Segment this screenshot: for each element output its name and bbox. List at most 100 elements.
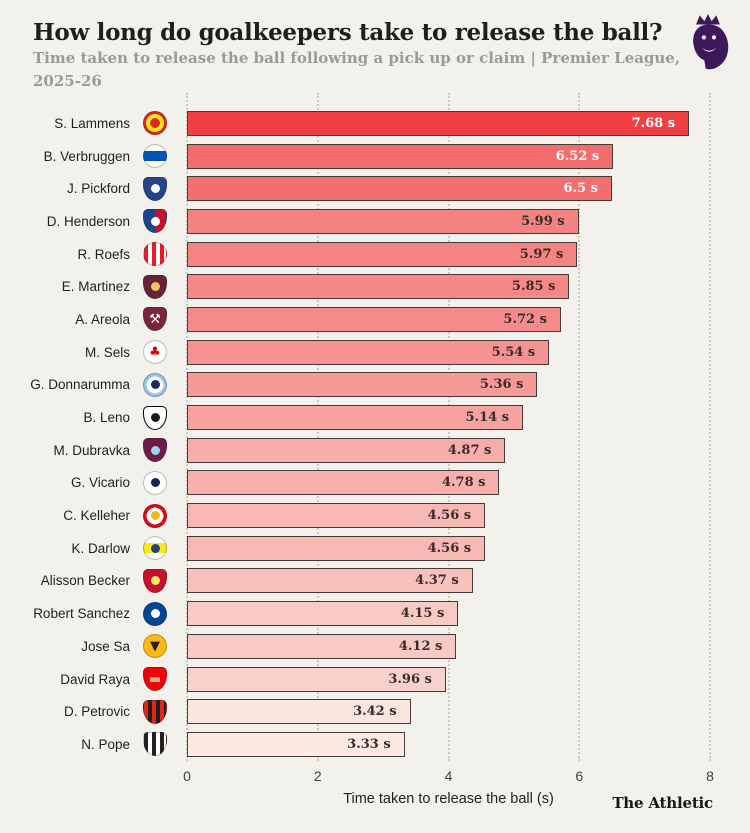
row-e-martinez: E. Martinez 5.85 s — [0, 270, 710, 303]
row-david-raya: David Raya ▬ 3.96 s — [0, 663, 710, 696]
bar-track: 4.56 s — [187, 503, 710, 529]
player-name-label: M. Sels — [84, 344, 130, 360]
player-name-label: B. Verbruggen — [43, 148, 130, 164]
everton-crest-icon — [143, 176, 167, 201]
wolverhampton-wanderers-crest-icon: ▼ — [143, 634, 167, 659]
value-bar: 3.96 s — [187, 666, 446, 692]
row-robert-sanchez: Robert Sanchez 4.15 s — [0, 597, 710, 630]
fulham-crest-icon — [143, 405, 167, 430]
crest-emblem-icon: ▬ — [148, 671, 162, 687]
west-ham-united-crest-icon: ⚒ — [143, 307, 167, 332]
row-n-pope: N. Pope 3.33 s — [0, 728, 710, 761]
x-tick-2: 2 — [313, 767, 322, 784]
player-name-label: K. Darlow — [71, 540, 130, 556]
bar-track: 4.56 s — [187, 535, 710, 561]
player-name-label: B. Leno — [83, 410, 130, 426]
bar-track: 4.12 s — [187, 633, 710, 659]
value-label: 3.33 s — [347, 736, 391, 752]
bar-track: 7.68 s — [187, 110, 710, 136]
value-bar: 5.36 s — [187, 372, 538, 398]
bar-track: 4.87 s — [187, 437, 710, 463]
value-bar: 3.33 s — [187, 731, 405, 757]
value-bar: 5.85 s — [187, 274, 570, 300]
player-name-label: M. Dubravka — [53, 442, 130, 458]
row-b-leno: B. Leno 5.14 s — [0, 401, 710, 434]
crest-emblem-icon — [150, 445, 160, 455]
value-label: 4.78 s — [441, 475, 486, 491]
value-bar: 5.97 s — [187, 241, 578, 267]
sunderland-crest-icon — [143, 242, 167, 267]
row-m-dubravka: M. Dubravka 4.87 s — [0, 434, 710, 467]
row-jose-sa: Jose Sa ▼ 4.12 s — [0, 630, 710, 663]
bar-track: 4.37 s — [187, 568, 710, 594]
row-s-lammens: S. Lammens 7.68 s — [0, 107, 710, 140]
crest-emblem-icon: ⚒ — [149, 311, 161, 327]
value-label: 5.54 s — [491, 344, 536, 360]
newcastle-united-crest-icon — [143, 732, 167, 757]
row-d-henderson: D. Henderson 5.99 s — [0, 205, 710, 238]
value-label: 4.37 s — [415, 573, 459, 589]
player-name-label: D. Petrovic — [63, 704, 130, 720]
crest-emblem-icon — [150, 478, 160, 488]
source-credit: The Athletic — [612, 794, 713, 812]
value-label: 5.14 s — [465, 410, 510, 426]
row-r-roefs: R. Roefs 5.97 s — [0, 238, 710, 271]
page-subtitle: Time taken to release the ball following… — [33, 49, 681, 90]
bar-track: 6.5 s — [187, 176, 710, 202]
x-tick-0: 0 — [183, 767, 191, 784]
value-label: 4.56 s — [427, 508, 472, 524]
x-tick-6: 6 — [575, 767, 584, 784]
brighton-hove-albion-crest-icon — [143, 144, 167, 169]
crest-emblem-icon — [150, 184, 160, 194]
crest-emblem-icon — [150, 609, 160, 619]
bar-track: 5.85 s — [187, 274, 710, 300]
crest-emblem-icon: ▼ — [150, 638, 160, 654]
value-bar: 6.52 s — [187, 143, 614, 169]
afc-bournemouth-crest-icon — [143, 699, 167, 724]
value-bar: 5.99 s — [187, 208, 579, 234]
crest-emblem-icon — [150, 216, 160, 226]
bar-track: 4.78 s — [187, 470, 710, 496]
player-name-label: E. Martinez — [61, 279, 130, 295]
player-name-label: Robert Sanchez — [33, 606, 130, 622]
row-alisson-becker: Alisson Becker 4.37 s — [0, 565, 710, 598]
manchester-city-crest-icon — [143, 372, 167, 397]
row-a-areola: A. Areola ⚒ 5.72 s — [0, 303, 710, 336]
player-name-label: J. Pickford — [66, 181, 130, 197]
crystal-palace-crest-icon — [143, 209, 167, 234]
row-g-vicario: G. Vicario 4.78 s — [0, 467, 710, 500]
tottenham-hotspur-crest-icon — [143, 470, 167, 495]
crest-emblem-icon — [150, 576, 160, 586]
crest-emblem-icon — [150, 380, 160, 390]
bar-track: 5.14 s — [187, 405, 710, 431]
bar-track: 5.99 s — [187, 208, 710, 234]
value-bar: 4.15 s — [187, 601, 459, 627]
value-bar: 7.68 s — [187, 110, 690, 136]
value-bar: 4.56 s — [187, 503, 486, 529]
bar-track: 3.42 s — [187, 699, 710, 725]
bar-track: 5.36 s — [187, 372, 710, 398]
value-label: 5.36 s — [479, 377, 524, 393]
premier-league-lion-logo — [693, 13, 729, 70]
nottingham-forest-crest-icon: ♣ — [143, 340, 167, 365]
rows: S. Lammens 7.68 s B. Verbruggen 6.52 s J… — [0, 107, 710, 761]
player-name-label: N. Pope — [81, 736, 130, 752]
value-bar: 4.56 s — [187, 535, 486, 561]
player-name-label: G. Vicario — [70, 475, 130, 491]
x-tick-8: 8 — [706, 767, 714, 784]
value-bar: 5.14 s — [187, 405, 524, 431]
row-g-donnarumma: G. Donnarumma 5.36 s — [0, 369, 710, 402]
value-bar: 3.42 s — [187, 699, 411, 725]
value-bar: 4.37 s — [187, 568, 473, 594]
x-axis: 0 2 4 6 8 — [183, 761, 714, 785]
brentford-crest-icon — [143, 503, 167, 528]
value-bar: 6.5 s — [187, 176, 612, 202]
bar-track: 3.96 s — [187, 666, 710, 692]
value-label: 4.87 s — [447, 442, 492, 458]
value-label: 3.42 s — [353, 704, 397, 720]
crest-emblem-icon — [150, 511, 160, 521]
bar-track: 3.33 s — [187, 731, 710, 757]
leeds-united-crest-icon — [143, 536, 167, 561]
value-label: 4.12 s — [398, 638, 443, 654]
